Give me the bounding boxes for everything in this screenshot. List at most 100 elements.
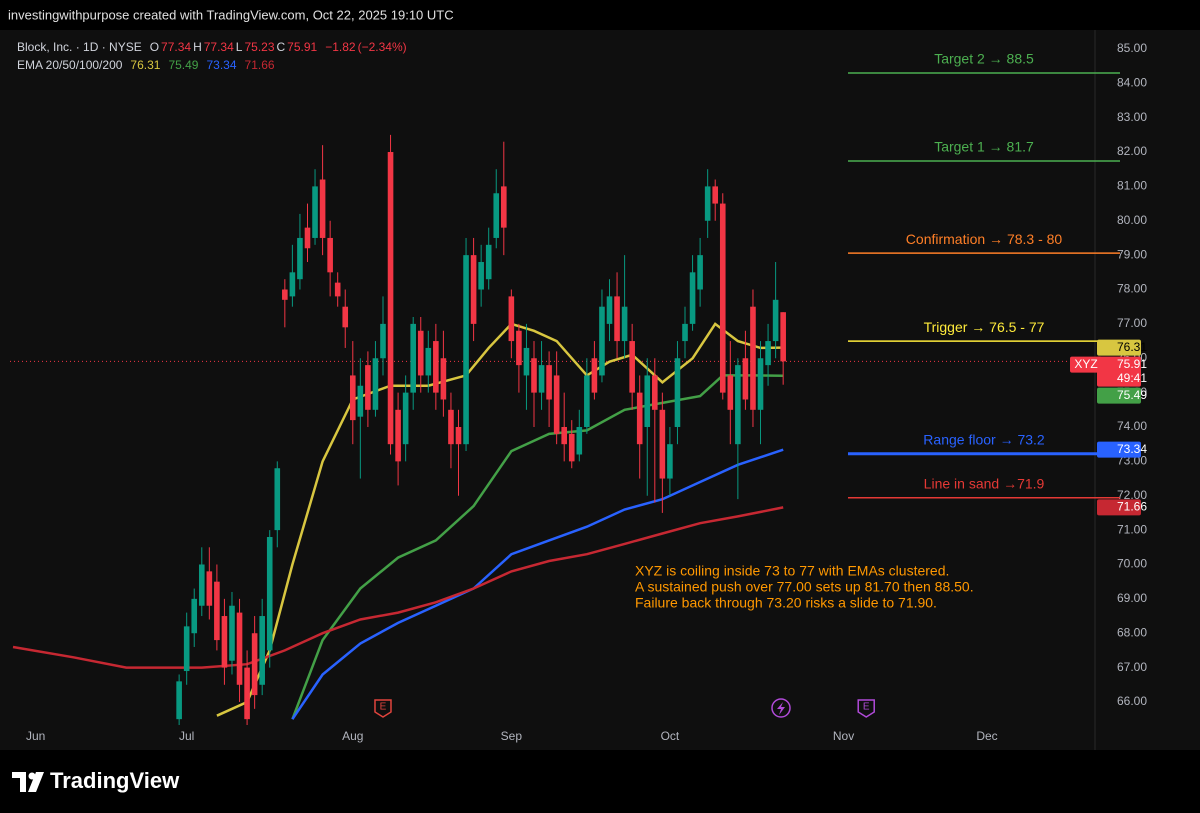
price-tag-value: 71.66: [1117, 500, 1147, 514]
candle-body: [334, 282, 341, 297]
legend-text: 71.66: [244, 58, 275, 72]
logo-text: TradingView: [50, 768, 180, 793]
candle-body: [727, 375, 734, 410]
annotation-line: Failure back through 73.20 risks a slide…: [635, 595, 937, 611]
candle-body: [584, 375, 590, 427]
legend-text: 75.49: [168, 58, 199, 72]
ema-line: [12, 506, 784, 669]
x-tick-label: Dec: [976, 729, 997, 743]
candle-body: [319, 179, 326, 238]
level-label: Confirmation → 78.3 - 80: [906, 231, 1063, 247]
ema-line: [291, 448, 784, 720]
candle-body: [372, 358, 379, 410]
candle-body: [342, 306, 349, 328]
legend-text: 73.34: [206, 58, 237, 72]
candle-body: [531, 358, 537, 393]
y-tick-label: 67.00: [1117, 660, 1147, 674]
candle-body: [274, 468, 281, 531]
x-tick-label: Oct: [661, 729, 680, 743]
header-bar: [0, 0, 1200, 30]
price-tag-value: 76.31: [1117, 340, 1147, 354]
level-label: Line in sand →71.9: [924, 476, 1045, 492]
candle-body: [493, 193, 500, 238]
candle-body: [357, 385, 364, 417]
price-tag: [1097, 356, 1141, 387]
candle-body: [667, 444, 673, 479]
candle-body: [463, 255, 469, 445]
candle-body: [470, 255, 477, 324]
candle-body: [553, 375, 560, 434]
legend-text: Block, Inc. · 1D · NYSE: [17, 40, 142, 54]
x-tick-label: Nov: [833, 729, 854, 743]
y-tick-label: 70.00: [1117, 557, 1147, 571]
legend-text: −1.82: [325, 40, 356, 54]
candle-body: [380, 323, 386, 359]
candle-body: [191, 598, 198, 634]
price-tag-value: 75.91: [1117, 357, 1147, 371]
x-tick-label: Jul: [179, 729, 194, 743]
legend-ohlc: Block, Inc. · 1D · NYSE O 77.34 H 77.34 L 75.2…: [17, 38, 409, 56]
y-tick-label: 68.00: [1117, 625, 1147, 639]
candle-body: [417, 330, 424, 376]
event-label: E: [380, 702, 387, 713]
y-tick-label: 85.00: [1117, 41, 1147, 55]
candle-body: [576, 426, 583, 455]
legend-text: 75.23: [244, 40, 275, 54]
candle-body: [674, 358, 681, 427]
candle-body: [523, 347, 530, 376]
event-marker: [374, 699, 392, 718]
candle-body: [410, 323, 416, 393]
y-tick-label: 82.00: [1117, 144, 1147, 158]
candle-body: [682, 323, 688, 342]
candle-body: [508, 296, 515, 342]
legend-text: L: [235, 40, 243, 54]
candle-body: [712, 186, 719, 204]
candle-body: [259, 616, 265, 685]
candle-body: [183, 626, 190, 672]
legend-text: 75.91: [287, 40, 318, 54]
candle-body: [198, 564, 205, 606]
candle-body: [402, 392, 409, 445]
event-label: E: [863, 702, 870, 713]
candle-body: [221, 616, 228, 668]
candle-body: [735, 365, 741, 445]
footer: [0, 750, 1200, 813]
candle-body: [621, 306, 628, 342]
x-tick-label: Aug: [342, 729, 363, 743]
candle-body: [395, 409, 401, 462]
price-tag-value: 75.49: [1117, 388, 1147, 402]
candle-body: [440, 358, 447, 400]
candle-body: [652, 375, 658, 410]
legend-text: EMA 20/50/100/200: [17, 58, 123, 72]
level-label: Target 1 → 81.7: [934, 139, 1034, 155]
candle-body: [780, 312, 786, 362]
symbol-tag: [1070, 356, 1102, 373]
header-text: investingwithpurpose created with Tradin…: [8, 7, 454, 22]
legend-text: 76.31: [130, 58, 161, 72]
y-tick-label: 83.00: [1117, 110, 1147, 124]
y-tick-label: 77.00: [1117, 316, 1147, 330]
candle-body: [757, 358, 764, 410]
candle-body: [659, 409, 666, 479]
y-tick-label: 78.00: [1117, 282, 1147, 296]
x-tick-label: Jun: [26, 729, 45, 743]
price-tag: [1097, 499, 1141, 516]
candle-body: [614, 296, 620, 342]
price-tag: [1097, 441, 1141, 458]
candle-body: [282, 289, 288, 300]
ema-line: [291, 374, 784, 720]
candle-body: [425, 347, 432, 376]
candle-body: [433, 341, 439, 393]
candle-body: [485, 244, 492, 280]
candle-body: [606, 296, 613, 324]
annotation-line: XYZ is coiling inside 73 to 77 with EMAs…: [635, 563, 949, 579]
ema-line: [216, 322, 784, 717]
candle-body: [568, 433, 575, 462]
legend: Block, Inc. · 1D · NYSE O 77.34 H 77.34 L 75.2…: [17, 38, 409, 74]
plot-area: [10, 134, 1095, 725]
candle-body: [327, 237, 333, 273]
lightning-icon: [771, 698, 791, 718]
y-tick-label: 71.00: [1117, 522, 1147, 536]
candle-body: [349, 375, 356, 421]
level-label: Range floor → 73.2: [923, 432, 1045, 448]
